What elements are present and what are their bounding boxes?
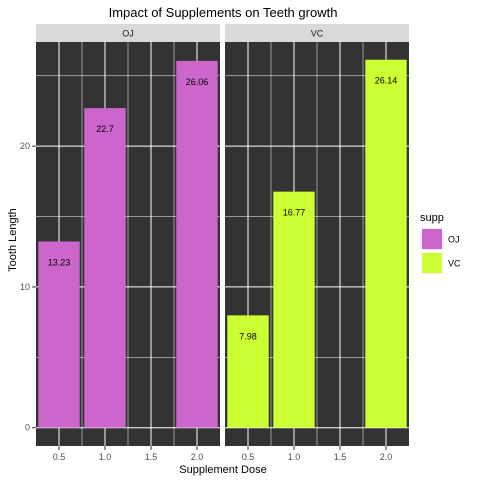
legend-key-oj xyxy=(422,229,442,249)
data-label: 26.14 xyxy=(375,76,398,86)
data-label: 26.06 xyxy=(186,77,209,87)
x-tick-label: 2.0 xyxy=(191,452,204,462)
data-label: 16.77 xyxy=(283,208,306,218)
facet-strip xyxy=(36,24,220,42)
legend-title: supp xyxy=(420,212,444,224)
legend-label: OJ xyxy=(448,235,460,245)
facet-panel-vc: VC 7.98 16.77 26.14 xyxy=(225,24,409,446)
x-tick-label: 0.5 xyxy=(242,452,255,462)
x-axis: 0.5 1.0 1.5 2.0 0.5 1.0 1.5 2.0 xyxy=(53,446,393,462)
x-tick-label: 1.5 xyxy=(334,452,347,462)
x-tick-label: 1.0 xyxy=(288,452,301,462)
bar xyxy=(273,191,315,428)
bar xyxy=(38,241,80,428)
legend-key-vc xyxy=(422,253,442,273)
facet-strip-label: VC xyxy=(311,29,324,39)
y-tick-label: 10 xyxy=(20,282,30,292)
y-axis: 0 10 20 xyxy=(20,141,36,433)
x-tick-label: 2.0 xyxy=(380,452,393,462)
data-label: 13.23 xyxy=(48,257,71,267)
data-label: 22.7 xyxy=(96,124,114,134)
bar xyxy=(227,315,269,428)
bar xyxy=(365,59,407,428)
x-tick-label: 1.5 xyxy=(145,452,158,462)
y-tick-label: 0 xyxy=(25,423,30,433)
data-label: 7.98 xyxy=(239,331,257,341)
facet-panels: OJ 13.23 22.7 26.06 VC 7.98 16.77 26.14 xyxy=(36,24,409,446)
facet-panel-oj: OJ 13.23 22.7 26.06 xyxy=(36,24,220,446)
legend-label: VC xyxy=(448,259,461,269)
facet-strip-label: OJ xyxy=(122,29,134,39)
x-axis-title: Supplement Dose xyxy=(179,464,266,476)
bar xyxy=(84,108,126,428)
x-tick-label: 1.0 xyxy=(99,452,112,462)
chart-title: Impact of Supplements on Teeth growth xyxy=(109,5,338,20)
legend: supp OJ VC xyxy=(420,212,461,274)
facet-strip xyxy=(225,24,409,42)
x-tick-label: 0.5 xyxy=(53,452,66,462)
bar xyxy=(176,60,218,428)
y-axis-title: Tooth Length xyxy=(7,208,19,272)
y-tick-label: 20 xyxy=(20,141,30,151)
